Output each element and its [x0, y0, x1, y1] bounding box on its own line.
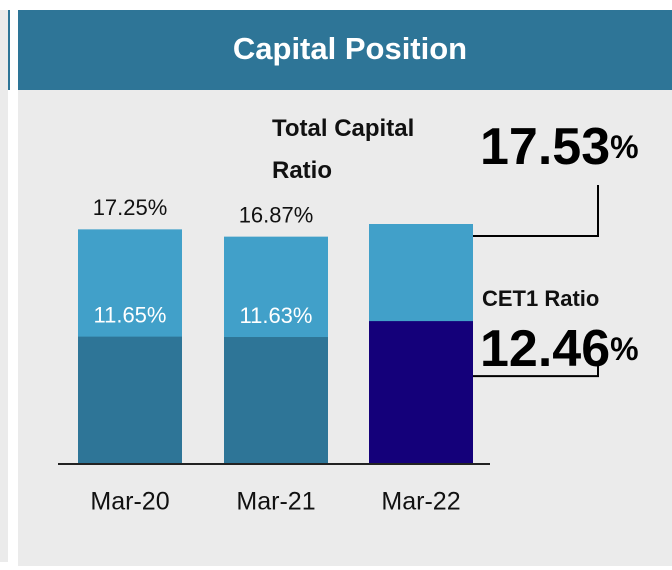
x-tick-label: Mar-22: [381, 488, 460, 516]
callout-line: [473, 362, 599, 378]
bar: [224, 337, 328, 464]
side-strip-edge: [8, 10, 10, 90]
series-label: Total Capital Ratio: [272, 115, 415, 184]
value-label: 11.65%: [94, 302, 167, 327]
callout-value: 12.46%: [480, 320, 639, 378]
series-label: CET1 Ratio: [482, 286, 600, 311]
value-label: 11.63%: [240, 303, 313, 328]
callout-value: 17.53%: [480, 118, 639, 176]
value-label: 17.25%: [93, 195, 168, 220]
chart-title: Capital Position: [233, 31, 467, 66]
callout-number: 12.46: [480, 320, 610, 378]
x-tick-label: Mar-20: [90, 488, 169, 516]
bar: [369, 321, 473, 464]
header: [18, 10, 672, 90]
x-tick-label: Mar-21: [236, 488, 315, 516]
side-strip: [0, 10, 8, 562]
callout-line: [473, 185, 599, 238]
callout-unit: %: [610, 331, 638, 367]
value-label: 16.87%: [239, 202, 314, 227]
bar: [78, 336, 182, 464]
callout-unit: %: [610, 129, 638, 165]
callout-number: 17.53: [480, 118, 610, 176]
